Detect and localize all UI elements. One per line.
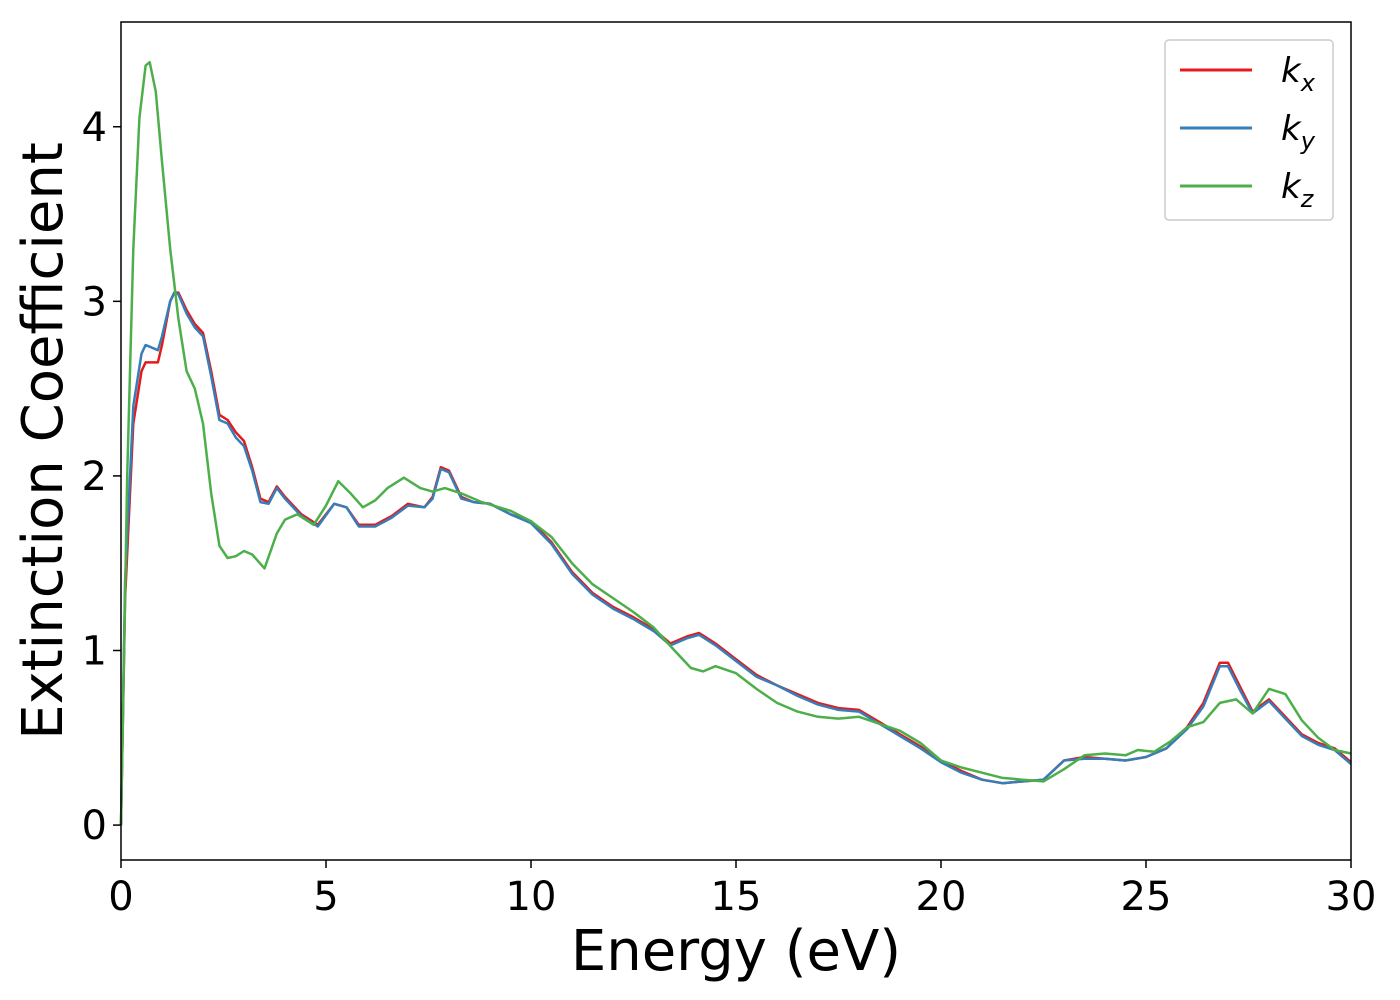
series-layer xyxy=(119,60,1352,826)
legend-box xyxy=(1164,39,1334,221)
legend-label-x: kx xyxy=(1281,51,1316,97)
plot-background xyxy=(121,22,1351,860)
x-tick-label: 15 xyxy=(711,874,762,920)
x-axis-ticks: 0 5 10 15 20 25 30 xyxy=(108,860,1376,920)
legend-entries: kx ky kz xyxy=(1180,51,1316,213)
y-axis-label: Extinction Coefficient xyxy=(11,142,76,740)
y-tick-label: 2 xyxy=(82,454,107,500)
x-axis-label: Energy (eV) xyxy=(571,919,901,984)
x-tick-label: 0 xyxy=(108,874,133,920)
series-line-z xyxy=(119,60,1352,826)
x-tick-label: 20 xyxy=(916,874,967,920)
x-tick-label: 10 xyxy=(506,874,557,920)
x-tick-label: 25 xyxy=(1121,874,1172,920)
y-axis-ticks: 0 1 2 3 4 xyxy=(82,105,121,849)
y-tick-label: 3 xyxy=(82,279,107,325)
legend: kx ky kz xyxy=(1164,39,1334,221)
legend-label-y: ky xyxy=(1281,109,1316,155)
y-tick-label: 0 xyxy=(82,803,107,849)
legend-label-z: kz xyxy=(1281,167,1315,213)
y-tick-label: 4 xyxy=(82,105,107,151)
x-tick-label: 5 xyxy=(313,874,338,920)
y-tick-label: 1 xyxy=(82,629,107,675)
series-line-y xyxy=(119,291,1352,826)
x-tick-label: 30 xyxy=(1326,874,1377,920)
